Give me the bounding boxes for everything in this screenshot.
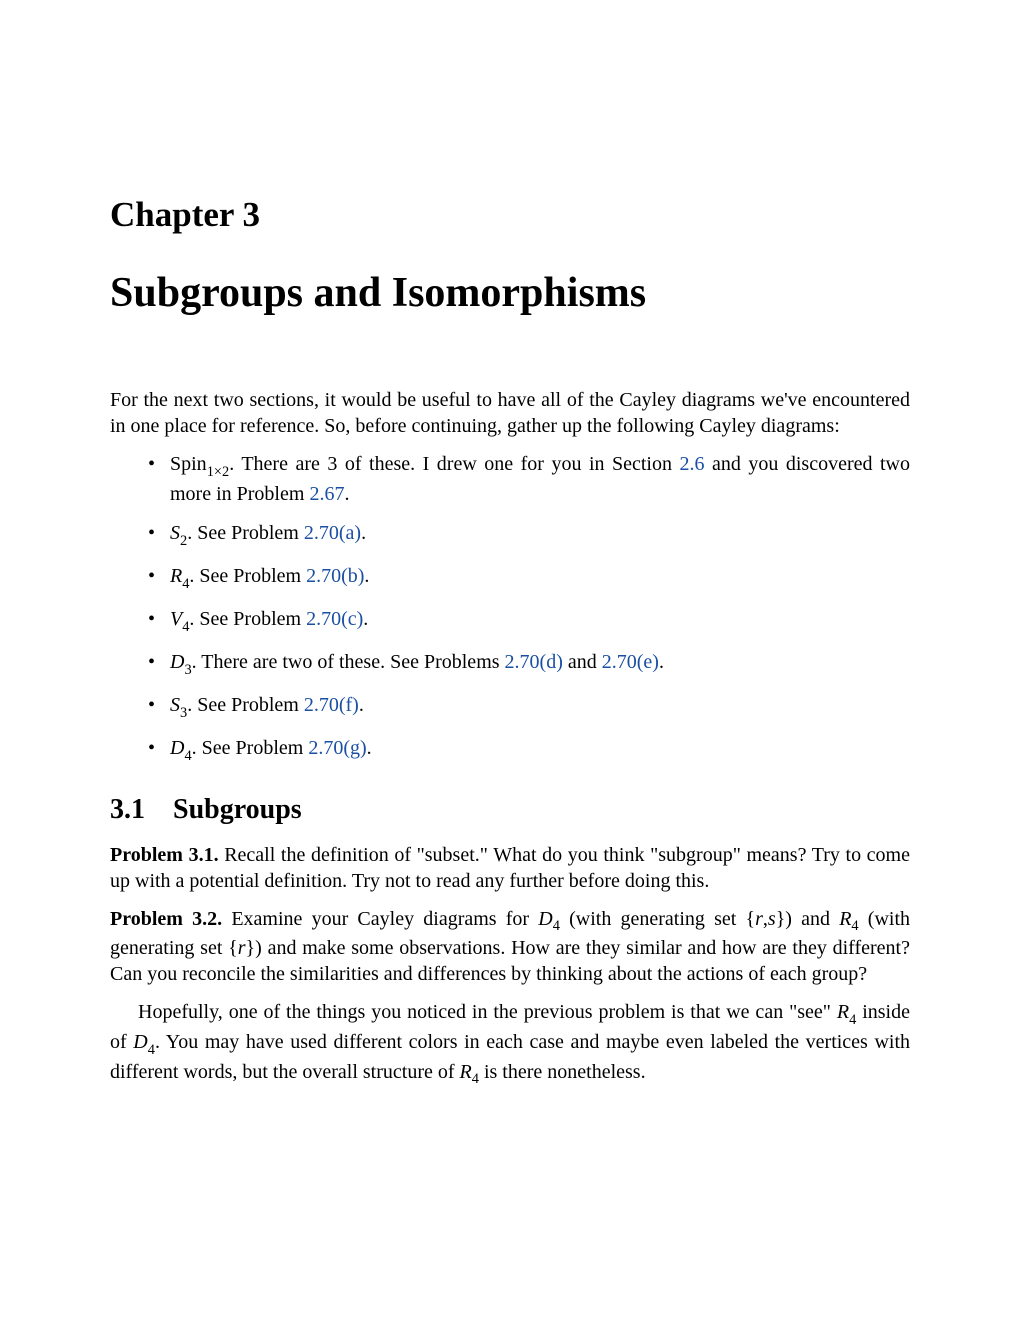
- intro-paragraph: For the next two sections, it would be u…: [110, 387, 910, 439]
- symbol: s: [768, 908, 776, 930]
- chapter-title: Subgroups and Isomorphisms: [110, 269, 910, 317]
- link-problem[interactable]: 2.70(c): [306, 608, 363, 630]
- subscript: 3: [184, 662, 191, 678]
- subscript: 4: [553, 918, 560, 934]
- list-item: D3. There are two of these. See Problems…: [110, 649, 910, 679]
- link-section[interactable]: 2.6: [680, 453, 705, 475]
- subscript: 4: [182, 619, 189, 635]
- problem-paragraph: Problem 3.2. Examine your Cayley diagram…: [110, 906, 910, 988]
- text: .: [659, 651, 664, 673]
- problem-text: Recall the definition of "subset." What …: [110, 844, 910, 892]
- subscript: 4: [472, 1071, 479, 1087]
- section-heading: 3.1 Subgroups: [110, 794, 910, 826]
- symbol: r: [755, 908, 763, 930]
- text: . See Problem: [189, 608, 306, 630]
- text: . See Problem: [189, 565, 306, 587]
- text: (with generating set {: [560, 908, 755, 930]
- subscript: 4: [184, 748, 191, 764]
- link-problem[interactable]: 2.67: [309, 483, 344, 505]
- text: Hopefully, one of the things you noticed…: [138, 1001, 837, 1023]
- subscript: 4: [849, 1012, 856, 1028]
- text: .: [361, 522, 366, 544]
- symbol: D: [170, 651, 184, 673]
- text: is there nonetheless.: [479, 1061, 646, 1083]
- text: . See Problem: [192, 737, 309, 759]
- text: Examine your Cayley diagrams for: [222, 908, 538, 930]
- problem-paragraph: Problem 3.1. Recall the definition of "s…: [110, 842, 910, 894]
- subscript: 2: [180, 533, 187, 549]
- subscript: 1×2: [207, 464, 230, 480]
- symbol: R: [170, 565, 182, 587]
- symbol: D: [133, 1031, 147, 1053]
- subscript: 4: [148, 1042, 155, 1058]
- problem-label: Problem 3.2.: [110, 908, 222, 930]
- link-problem[interactable]: 2.70(d): [505, 651, 563, 673]
- symbol: R: [837, 1001, 849, 1023]
- link-problem[interactable]: 2.70(f): [304, 694, 359, 716]
- link-problem[interactable]: 2.70(e): [602, 651, 659, 673]
- section-number: 3.1: [110, 794, 145, 826]
- subscript: 4: [182, 576, 189, 592]
- subscript: 4: [851, 918, 858, 934]
- diagram-list: Spin1×2. There are 3 of these. I drew on…: [110, 451, 910, 766]
- problem-label: Problem 3.1.: [110, 844, 219, 866]
- symbol: r: [238, 937, 246, 959]
- chapter-label: Chapter 3: [110, 195, 910, 235]
- text: .: [344, 483, 349, 505]
- symbol: S: [170, 694, 180, 716]
- link-problem[interactable]: 2.70(g): [308, 737, 366, 759]
- symbol: V: [170, 608, 182, 630]
- text: Spin: [170, 453, 207, 475]
- symbol: D: [538, 908, 552, 930]
- symbol: R: [839, 908, 851, 930]
- text: . See Problem: [187, 694, 304, 716]
- closing-paragraph: Hopefully, one of the things you noticed…: [110, 999, 910, 1088]
- list-item: S3. See Problem 2.70(f).: [110, 692, 910, 722]
- text: . There are 3 of these. I drew one for y…: [229, 453, 679, 475]
- text: .: [367, 737, 372, 759]
- text: . See Problem: [187, 522, 304, 544]
- text: . There are two of these. See Problems: [192, 651, 505, 673]
- text: .: [359, 694, 364, 716]
- link-problem[interactable]: 2.70(a): [304, 522, 361, 544]
- text: and: [563, 651, 602, 673]
- list-item: R4. See Problem 2.70(b).: [110, 563, 910, 593]
- symbol: S: [170, 522, 180, 544]
- list-item: V4. See Problem 2.70(c).: [110, 606, 910, 636]
- list-item: S2. See Problem 2.70(a).: [110, 520, 910, 550]
- subscript: 3: [180, 705, 187, 721]
- list-item: D4. See Problem 2.70(g).: [110, 735, 910, 765]
- page: Chapter 3 Subgroups and Isomorphisms For…: [0, 0, 1020, 1320]
- link-problem[interactable]: 2.70(b): [306, 565, 364, 587]
- symbol: D: [170, 737, 184, 759]
- text: }) and: [776, 908, 840, 930]
- text: .: [363, 608, 368, 630]
- list-item: Spin1×2. There are 3 of these. I drew on…: [110, 451, 910, 507]
- text: .: [364, 565, 369, 587]
- section-title: Subgroups: [173, 794, 302, 825]
- symbol: R: [460, 1061, 472, 1083]
